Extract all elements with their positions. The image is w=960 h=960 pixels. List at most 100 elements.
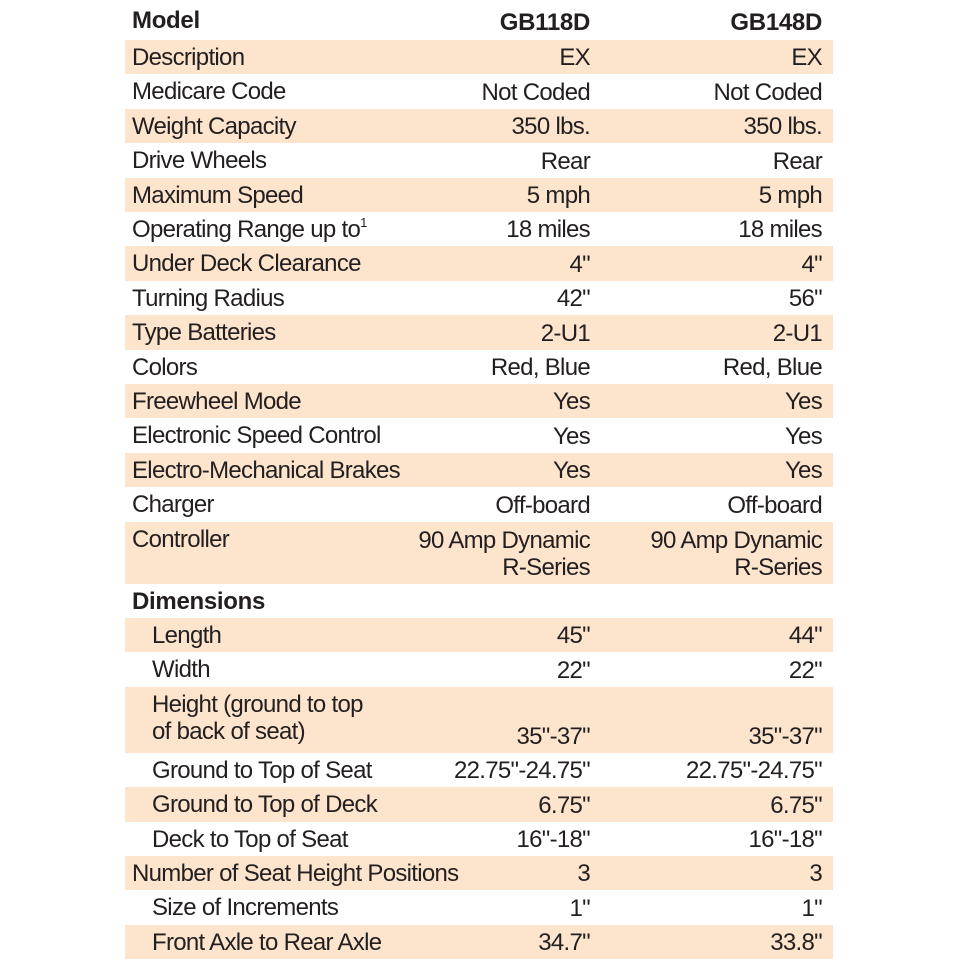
- spec-label: Deck to Top of Seat: [152, 825, 348, 853]
- spec-row: Electronic Speed Control Yes Yes: [125, 418, 833, 452]
- spec-label: Maximum Speed: [132, 181, 304, 209]
- spec-label: Medicare Code: [132, 78, 286, 106]
- spec-value: 3: [809, 860, 822, 888]
- spec-row: Colors Red, Blue Red, Blue: [125, 350, 833, 384]
- spec-row: Drive Wheels Rear Rear: [125, 143, 833, 177]
- spec-value-line: R-Series: [734, 553, 822, 581]
- spec-value: Yes: [552, 457, 591, 485]
- spec-row: Medicare Code Not Coded Not Coded: [125, 74, 833, 108]
- spec-label-line: of back of seat): [152, 717, 306, 745]
- spec-label: Turning Radius: [132, 284, 285, 312]
- spec-label: Under Deck Clearance: [132, 250, 361, 278]
- spec-value: 45": [556, 622, 591, 650]
- spec-value: 18 miles: [506, 216, 590, 244]
- spec-value: Rear: [540, 147, 591, 175]
- spec-value: EX: [791, 44, 822, 72]
- spec-value: 22.75"-24.75": [685, 757, 823, 785]
- spec-label: Weight Capacity: [132, 112, 297, 140]
- header-label: Model: [132, 7, 200, 34]
- spec-label: Type Batteries: [132, 319, 276, 347]
- spec-value: Rear: [772, 147, 823, 175]
- spec-row: Ground to Top of Seat 22.75"-24.75" 22.75"…: [125, 753, 833, 787]
- spec-value: 35"-37": [748, 722, 822, 750]
- spec-value: 350 lbs.: [511, 113, 591, 141]
- spec-value: 44": [788, 622, 823, 650]
- spec-label: Height (ground to top of back of seat): [152, 691, 363, 745]
- spec-value: 2-U1: [540, 319, 591, 347]
- spec-row: Length 45" 44": [125, 618, 833, 653]
- spec-label: Freewheel Mode: [132, 388, 302, 415]
- spec-label: Drive Wheels: [132, 147, 267, 175]
- spec-label: Colors: [132, 353, 198, 381]
- spec-value: 16"-18": [748, 825, 822, 853]
- spec-value: EX: [559, 44, 590, 72]
- spec-value: 42": [556, 285, 591, 313]
- spec-value: 4": [801, 250, 823, 278]
- spec-row: Number of Seat Height Positions 3 3: [125, 856, 833, 891]
- header-model: GB148D: [730, 9, 822, 36]
- spec-label: Number of Seat Height Positions: [132, 860, 459, 887]
- spec-value: 22.75"-24.75": [453, 757, 591, 785]
- spec-value: Yes: [552, 422, 591, 450]
- spec-value: Yes: [784, 457, 823, 485]
- spec-value: 18 miles: [738, 216, 822, 244]
- spec-value: Off-board: [727, 491, 822, 519]
- spec-row: Width 22" 22": [125, 652, 833, 686]
- spec-value: 90 Amp Dynamic R-Series: [650, 527, 822, 581]
- spec-label: Electro-Mechanical Brakes: [132, 456, 401, 484]
- spec-row: Turning Radius 42" 56": [125, 281, 833, 315]
- spec-row: Type Batteries 2-U1 2-U1: [125, 315, 833, 350]
- spec-table: Model GB118D GB148D Description EX EX Medicare…: [125, 0, 833, 960]
- spec-label: Ground to Top of Seat: [152, 756, 372, 784]
- spec-row: Electro-Mechanical Brakes Yes Yes: [125, 452, 833, 488]
- spec-row: Front Axle to Rear Axle 34.7" 33.8": [125, 924, 833, 960]
- spec-value: 34.7": [538, 929, 590, 957]
- spec-value: 56": [788, 285, 823, 313]
- spec-value: 35"-37": [516, 722, 590, 750]
- spec-label: Description: [132, 44, 245, 71]
- spec-label: Ground to Top of Deck: [152, 791, 378, 819]
- spec-value: Not Coded: [713, 78, 823, 106]
- header-model: GB118D: [499, 9, 591, 36]
- spec-value: 350 lbs.: [743, 113, 823, 141]
- spec-value: Off-board: [495, 491, 590, 519]
- spec-value: Yes: [784, 422, 823, 450]
- spec-value: Red, Blue: [490, 353, 591, 381]
- header-row: Model GB118D GB148D: [125, 3, 833, 39]
- spec-value: 33.8": [770, 929, 822, 957]
- spec-value: Red, Blue: [722, 353, 823, 381]
- spec-label: Size of Increments: [152, 894, 339, 922]
- spec-value: 5 mph: [526, 181, 591, 209]
- spec-label: Operating Range up to1: [132, 215, 367, 243]
- spec-row: Charger Off-board Off-board: [125, 487, 833, 521]
- spec-label: Front Axle to Rear Axle: [152, 928, 382, 956]
- spec-value: 6.75": [770, 791, 822, 819]
- spec-row: Height (ground to top of back of seat) 35"…: [125, 686, 833, 753]
- spec-value: 90 Amp Dynamic R-Series: [418, 527, 590, 581]
- spec-row: Weight Capacity 350 lbs. 350 lbs.: [125, 108, 833, 144]
- spec-value: 22": [556, 656, 591, 684]
- spec-row: Deck to Top of Seat 16"-18" 16"-18": [125, 822, 833, 856]
- spec-value: 16"-18": [516, 825, 590, 853]
- spec-row: Size of Increments 1" 1": [125, 890, 833, 924]
- spec-value: Yes: [784, 388, 823, 416]
- spec-value: 1": [801, 894, 823, 922]
- spec-value-line: 90 Amp Dynamic: [418, 526, 590, 554]
- spec-label-line: Height (ground to top: [152, 690, 363, 718]
- footnote-mark: 1: [360, 215, 367, 230]
- spec-value: 22": [788, 656, 823, 684]
- spec-value-line: 90 Amp Dynamic: [650, 526, 822, 554]
- section-title: Dimensions: [132, 587, 266, 615]
- spec-row: Ground to Top of Deck 6.75" 6.75": [125, 787, 833, 822]
- spec-value: 4": [569, 250, 591, 278]
- spec-value: Yes: [552, 388, 591, 416]
- spec-value-line: R-Series: [502, 553, 590, 581]
- spec-value: 2-U1: [772, 319, 823, 347]
- spec-row: Under Deck Clearance 4" 4": [125, 246, 833, 281]
- spec-value: 1": [569, 894, 591, 922]
- spec-row: Maximum Speed 5 mph 5 mph: [125, 177, 833, 212]
- spec-value: 3: [577, 860, 590, 888]
- spec-label: Charger: [132, 491, 215, 519]
- spec-row: Description EX EX: [125, 40, 833, 75]
- spec-value: Not Coded: [481, 78, 591, 106]
